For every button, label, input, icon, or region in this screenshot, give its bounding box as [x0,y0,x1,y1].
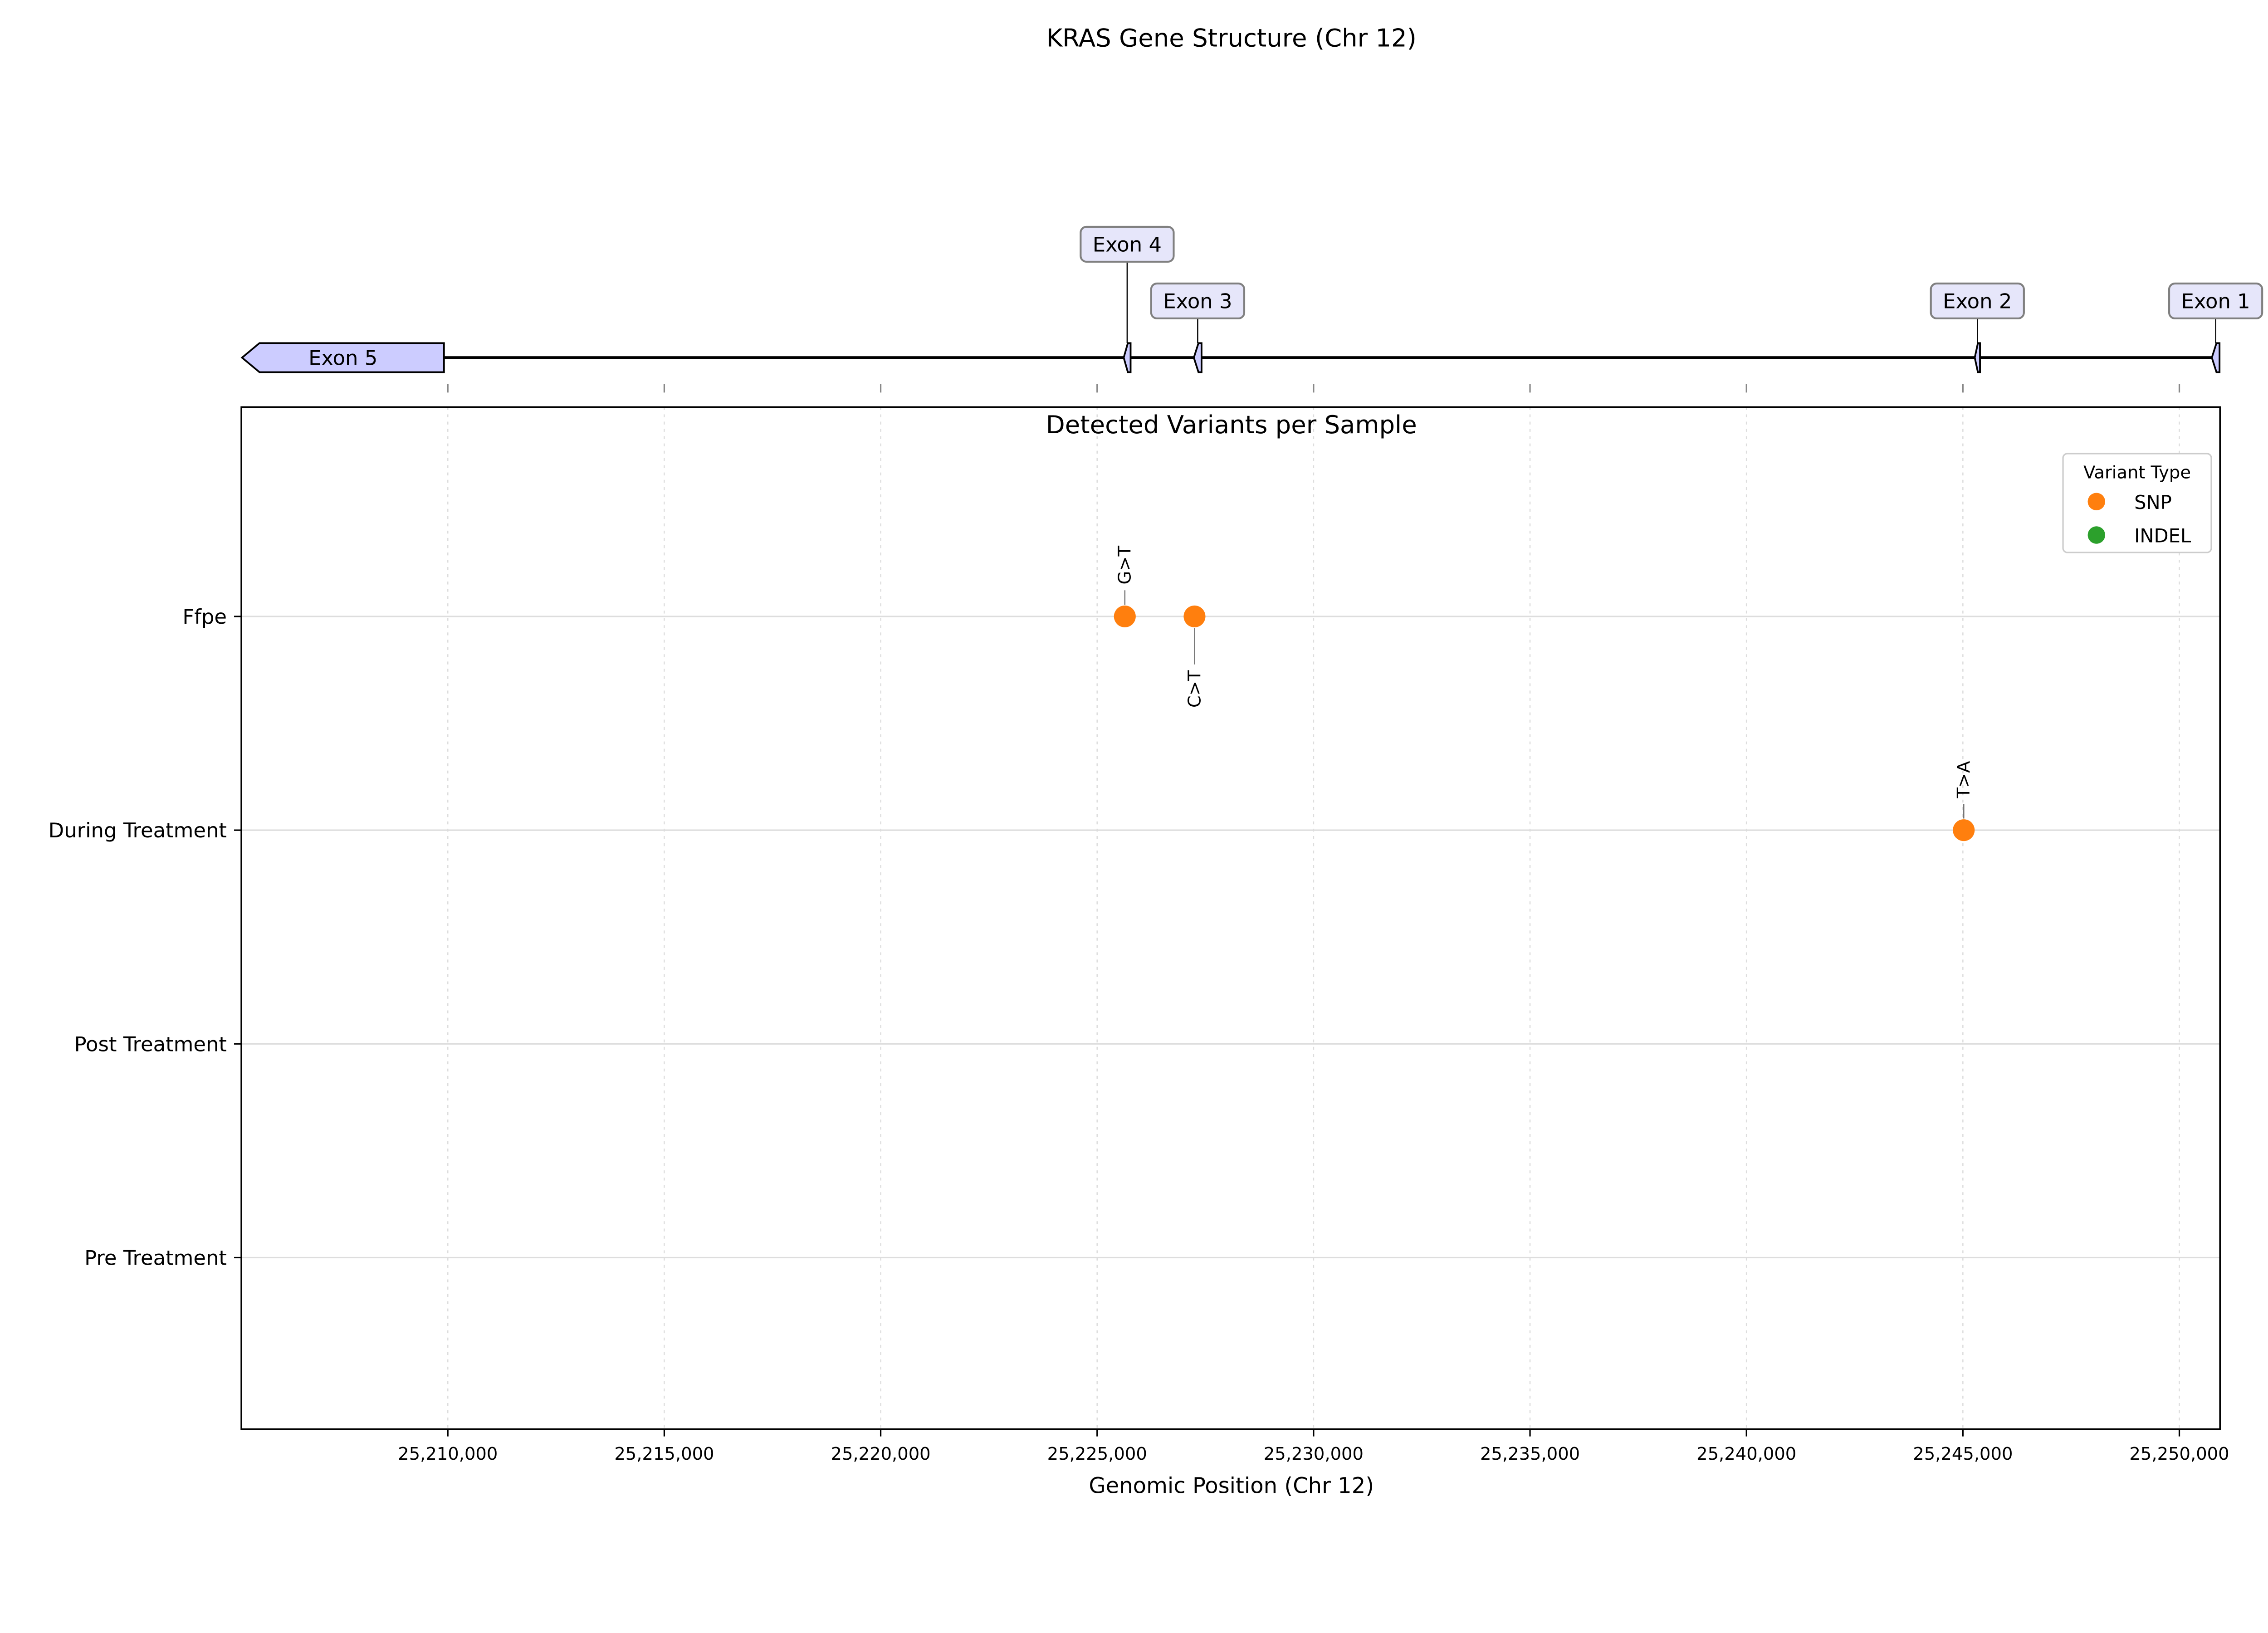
exon-label-box [2168,282,2263,320]
exon-1-shape [2211,342,2221,373]
x-tick-label: 25,235,000 [1480,1444,1580,1464]
exon-label: Exon 2 [1943,289,2012,313]
legend-label: SNP [2134,491,2172,513]
variant-label: T>A [1954,761,1974,799]
legend-marker-snp [2087,493,2106,510]
y-axis: Pre Treatment Post Treatment During Treatm… [49,605,242,1270]
x-tick-label: 25,215,000 [614,1444,714,1464]
exon-label: Exon 5 [308,346,377,370]
variant-point-snp [1114,605,1136,628]
y-tick-label: Post Treatment [74,1032,227,1056]
legend-label: INDEL [2134,525,2191,547]
gene-track: Exon 5 Exon 4 Exon 3 Exon 2 Exon 1 [240,225,2263,393]
exon-2-shape [1974,342,1981,373]
exon-label: Exon 4 [1093,232,1162,256]
x-tick-label: 25,210,000 [398,1444,498,1464]
legend-title: Variant Type [2083,462,2191,483]
variant-points: G>T C>T T>A [1114,545,1975,841]
variant-point-snp [1953,819,1975,841]
legend: Variant Type SNP INDEL [2062,453,2212,553]
variants-title: Detected Variants per Sample [1046,410,1417,439]
grid [241,407,2220,1429]
exon-3-shape [1193,342,1202,373]
x-axis: 25,210,000 25,215,000 25,220,000 25,225,000… [398,1429,2229,1464]
legend-marker-indel [2087,526,2106,544]
y-tick-label: Ffpe [182,605,227,629]
x-tick-label: 25,220,000 [831,1444,930,1464]
exon-label-box [1150,282,1246,320]
y-tick-label: Pre Treatment [84,1246,227,1270]
variant-label: C>T [1184,670,1205,708]
exon-5-shape [240,342,445,373]
x-tick-label: 25,250,000 [2129,1444,2229,1464]
x-tick-label: 25,245,000 [1913,1444,2013,1464]
y-tick-label: During Treatment [49,818,227,842]
x-tick-label: 25,225,000 [1047,1444,1147,1464]
x-axis-label: Genomic Position (Chr 12) [1089,1473,1374,1499]
figure: KRAS Gene Structure (Chr 12) Exon 5Exon … [49,24,2263,1499]
x-tick-label: 25,230,000 [1264,1444,1364,1464]
gene-track-title: KRAS Gene Structure (Chr 12) [1046,24,1417,53]
exon-label: Exon 3 [1163,289,1232,313]
exon-4-shape [1123,342,1132,373]
exon-label-box [1080,225,1175,263]
exon-label-box [1930,282,2025,320]
variant-label: G>T [1115,545,1135,584]
x-tick-label: 25,240,000 [1696,1444,1796,1464]
plot-frame [240,406,2221,1430]
variant-point-snp [1183,605,1206,628]
exon-label: Exon 1 [2181,289,2250,313]
